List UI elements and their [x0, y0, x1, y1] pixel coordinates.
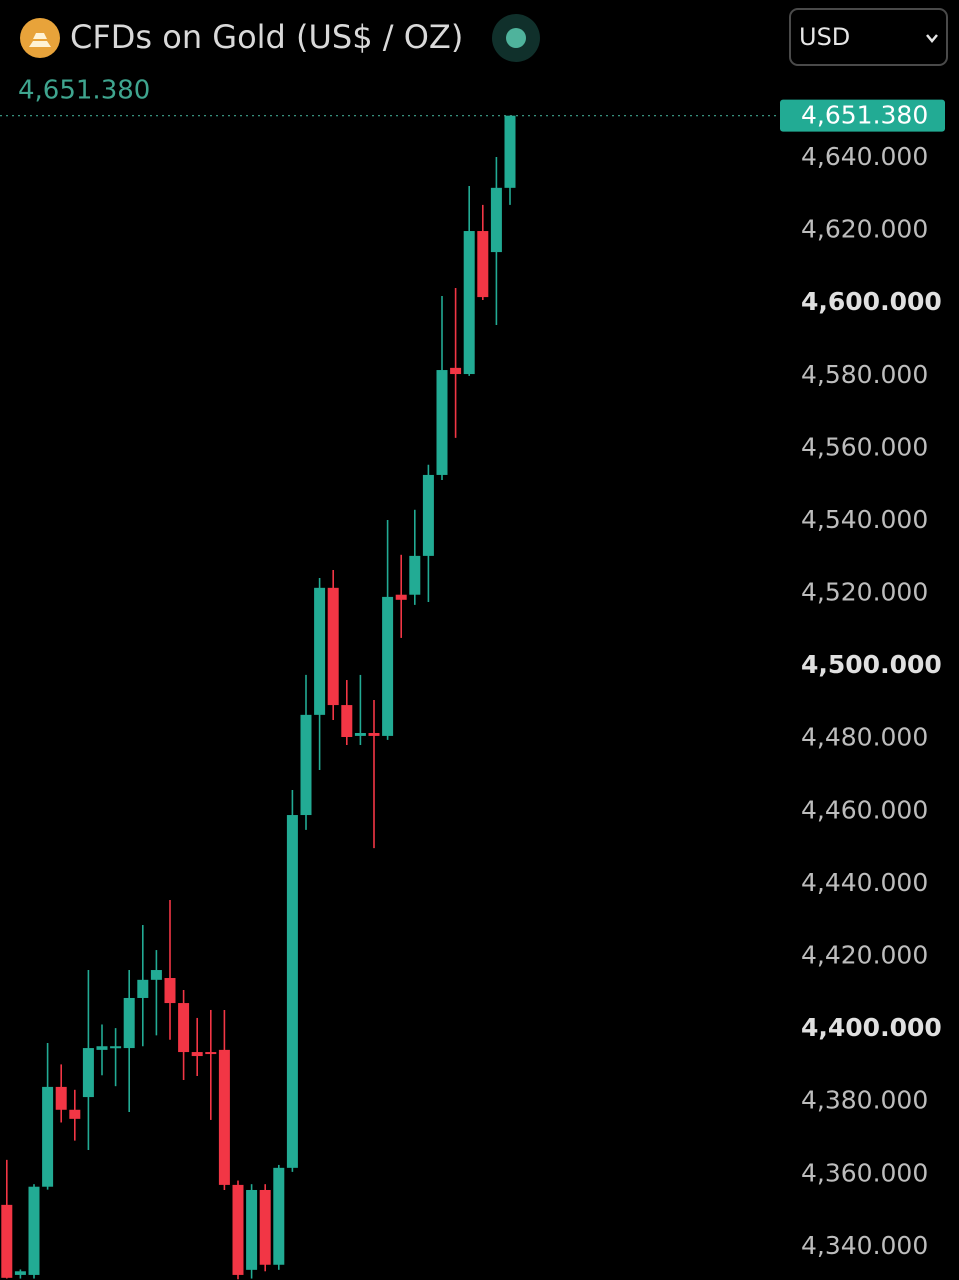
y-tick-label: 4,400.000 — [801, 1013, 942, 1042]
y-tick-label: 4,560.000 — [801, 432, 928, 461]
candle-body — [395, 594, 407, 600]
candle-body — [1, 1204, 13, 1278]
candle-body — [205, 1052, 217, 1055]
y-tick-label: 4,360.000 — [801, 1158, 928, 1187]
candle-body — [191, 1052, 203, 1057]
candle-body — [246, 1189, 258, 1270]
plot-area — [1, 115, 516, 1280]
y-tick-label: 4,460.000 — [801, 795, 928, 824]
status-dot — [506, 28, 526, 48]
candle-body — [327, 587, 339, 706]
candle-body — [218, 1049, 230, 1185]
candle-body — [96, 1046, 108, 1050]
y-tick-label: 4,580.000 — [801, 360, 928, 389]
candle-body — [341, 705, 353, 738]
candle-body — [164, 978, 176, 1004]
candle-body — [409, 555, 421, 595]
y-tick-label: 4,340.000 — [801, 1231, 928, 1260]
candle-body — [450, 367, 462, 375]
y-tick-label: 4,480.000 — [801, 723, 928, 752]
gold-icon — [20, 18, 60, 58]
candle-body — [300, 714, 312, 816]
header-price: 4,651.380 — [18, 76, 150, 106]
candle-body — [110, 1046, 122, 1049]
candle-body — [123, 997, 135, 1049]
candle-body — [150, 970, 162, 980]
y-tick-label: 4,520.000 — [801, 578, 928, 607]
y-tick-label: 4,600.000 — [801, 287, 942, 316]
candle-body — [14, 1271, 26, 1275]
candle-body — [368, 733, 380, 736]
candle-body — [178, 1003, 190, 1053]
candle-body — [477, 231, 489, 298]
candle-body — [55, 1086, 67, 1110]
candle-body — [273, 1167, 285, 1265]
candle-body — [490, 187, 502, 253]
last-price-label: 4,651.380 — [801, 101, 928, 130]
currency-label: USD — [799, 23, 850, 51]
candle-body — [137, 979, 149, 998]
currency-select[interactable]: USD — [789, 8, 948, 66]
candle-body — [42, 1086, 54, 1187]
y-tick-label: 4,640.000 — [801, 142, 928, 171]
candle-body — [463, 231, 475, 375]
candle-body — [314, 587, 326, 715]
candle-body — [382, 596, 394, 736]
candle-body — [69, 1109, 81, 1119]
candle-body — [286, 815, 298, 1168]
candle-body — [259, 1189, 271, 1265]
candle-body — [504, 115, 516, 188]
candle-body — [354, 733, 366, 736]
y-tick-label: 4,500.000 — [801, 650, 942, 679]
y-tick-label: 4,620.000 — [801, 215, 928, 244]
candle-body — [436, 370, 448, 475]
y-tick-label: 4,540.000 — [801, 505, 928, 534]
y-tick-label: 4,440.000 — [801, 868, 928, 897]
candle-body — [82, 1048, 94, 1098]
last-price-box — [780, 99, 945, 132]
chart-title: CFDs on Gold (US$ / OZ) — [70, 18, 463, 56]
candle-body — [232, 1184, 244, 1275]
candle-body — [28, 1186, 40, 1275]
y-tick-label: 4,420.000 — [801, 941, 928, 970]
candle-body — [422, 474, 434, 556]
y-tick-label: 4,380.000 — [801, 1086, 928, 1115]
